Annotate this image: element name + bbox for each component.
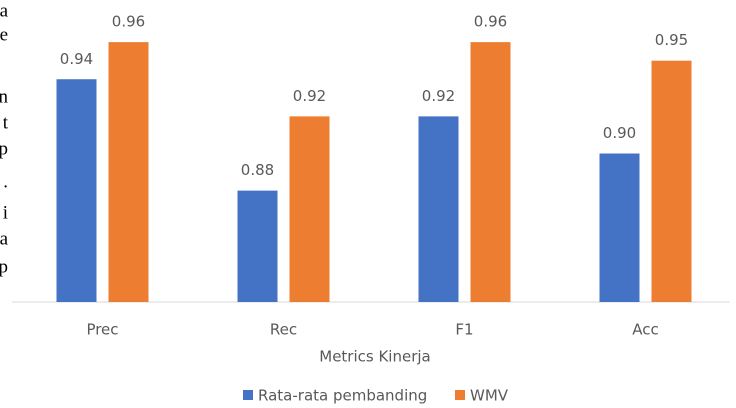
margin-text: i (3, 202, 8, 223)
bar (289, 116, 330, 302)
bar (237, 190, 278, 302)
bar (56, 79, 97, 302)
legend-label: WMV (470, 387, 509, 405)
margin-text: a (0, 0, 9, 21)
data-label: 0.92 (293, 87, 326, 105)
legend-label: Rata-rata pembanding (258, 387, 427, 405)
x-tick-label: F1 (455, 321, 473, 339)
x-axis-title: Metrics Kinerja (319, 348, 430, 366)
data-label: 0.96 (112, 13, 145, 31)
data-label: 0.90 (603, 124, 636, 142)
bar (651, 60, 692, 302)
margin-text: e (0, 24, 8, 45)
margin-text: p (0, 256, 8, 277)
x-tick-label: Rec (270, 321, 297, 339)
bar (599, 153, 640, 302)
margin-text: a (0, 228, 9, 249)
margin-text: p (0, 138, 8, 159)
bar (418, 116, 459, 302)
legend-swatch (243, 390, 253, 400)
data-label: 0.96 (474, 13, 507, 31)
bar (108, 42, 149, 302)
legend-swatch (455, 390, 465, 400)
data-label: 0.95 (655, 31, 688, 49)
x-tick-label: Prec (86, 321, 118, 339)
margin-text: n (0, 86, 9, 107)
margin-text: . (3, 171, 8, 192)
data-label: 0.92 (422, 87, 455, 105)
data-label: 0.88 (241, 161, 274, 179)
margin-text: t (3, 112, 9, 133)
bar (470, 42, 511, 302)
data-label: 0.94 (60, 50, 93, 68)
x-tick-label: Acc (632, 321, 659, 339)
